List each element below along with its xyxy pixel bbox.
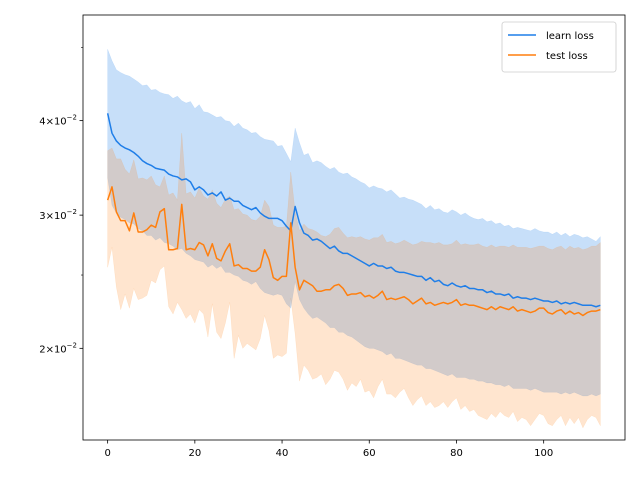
band-learn-loss [107,49,601,397]
x-tick-label: 80 [450,448,463,459]
legend-label: learn loss [546,31,594,42]
legend: learn loss test loss [501,21,617,73]
x-tick-label: 60 [363,448,376,459]
legend-label: test loss [546,51,588,62]
x-axis-ticks: 0 20 40 60 80 100 [104,440,553,459]
confidence-bands [107,49,601,429]
legend-box [501,21,617,73]
x-tick-label: 100 [534,448,553,459]
line-test-loss [106,186,601,317]
plot-area-frame [82,14,626,441]
band-test-loss [107,133,601,429]
series-lines [106,113,601,317]
x-tick-label: 40 [276,448,289,459]
x-tick-label: 20 [188,448,201,459]
x-tick-label: 0 [104,448,110,459]
line-learn-loss [106,113,601,308]
